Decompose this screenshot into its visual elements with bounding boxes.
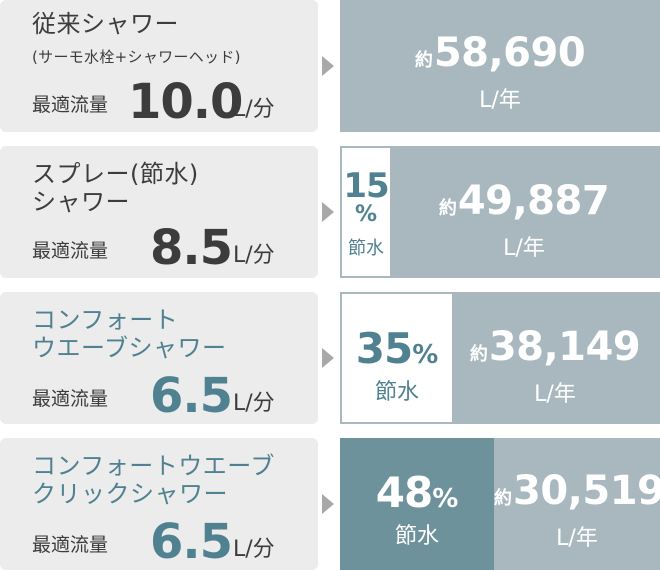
- saving-panel: 48% 節水: [340, 438, 494, 570]
- annual-value: 49,887: [457, 178, 610, 224]
- annual-amount: 約30,519: [494, 468, 660, 514]
- annual-value: 38,149: [488, 324, 641, 370]
- saving-number: 48: [375, 468, 433, 517]
- annual-usage-part: 約38,149 L/年: [452, 294, 658, 422]
- chevron-right-icon: [322, 202, 334, 222]
- annual-unit: L/年: [534, 382, 576, 407]
- percent-sign: %: [412, 340, 439, 370]
- flow-value: 6.5: [150, 514, 233, 570]
- shower-subtitle: (サーモ水栓+シャワーヘッド): [32, 48, 241, 66]
- annual-unit: L/年: [479, 88, 521, 113]
- saving-label: 節水: [374, 380, 419, 405]
- flow-unit: L/分: [233, 537, 275, 562]
- annual-usage-box: 約58,690 L/年: [340, 0, 660, 132]
- percent-sign: %: [354, 202, 378, 227]
- flow-label: 最適流量: [32, 534, 109, 556]
- flow-value: 8.5: [150, 220, 233, 276]
- shower-name-line1: スプレー(節水): [32, 160, 199, 188]
- annual-usage-box: 35% 節水 約38,149 L/年: [340, 292, 660, 424]
- shower-name-line2: ウエーブシャワー: [32, 334, 227, 362]
- shower-info-panel: コンフォートウエーブ クリックシャワー 最適流量 6.5 L/分: [0, 438, 318, 570]
- annual-amount: 約58,690: [340, 30, 660, 76]
- annual-amount: 約49,887: [390, 178, 658, 224]
- shower-info-panel: 従来シャワー (サーモ水栓+シャワーヘッド) 最適流量 10.0 L/分: [0, 0, 318, 132]
- approx-label: 約: [438, 198, 457, 219]
- chevron-right-icon: [322, 348, 334, 368]
- flow-unit: L/分: [233, 97, 275, 122]
- saving-number: 35: [355, 324, 413, 373]
- shower-name: 従来シャワー: [32, 10, 179, 38]
- flow-unit: L/分: [233, 391, 275, 416]
- annual-unit: L/年: [503, 236, 545, 261]
- annual-value: 30,519: [513, 468, 660, 514]
- percent-sign: %: [432, 484, 459, 514]
- saving-panel: 15 % 節水: [342, 148, 390, 276]
- saving-label: 節水: [348, 238, 384, 259]
- shower-name-line1: コンフォート: [32, 306, 179, 334]
- shower-info-panel: スプレー(節水) シャワー 最適流量 8.5 L/分: [0, 146, 318, 278]
- flow-value: 6.5: [150, 368, 233, 424]
- saving-panel: 35% 節水: [342, 294, 452, 422]
- annual-usage-part: 約30,519 L/年: [494, 438, 660, 570]
- saving-percent: 35%: [342, 324, 452, 373]
- shower-name-line2: シャワー: [32, 188, 130, 216]
- flow-label: 最適流量: [32, 240, 109, 262]
- chevron-right-icon: [322, 494, 334, 514]
- approx-label: 約: [494, 488, 512, 509]
- flow-unit: L/分: [233, 243, 275, 268]
- shower-name-line2: クリックシャワー: [32, 480, 228, 508]
- saving-number: 15: [343, 166, 389, 206]
- annual-amount: 約38,149: [452, 324, 658, 370]
- flow-label: 最適流量: [32, 388, 109, 410]
- annual-usage-box: 48% 節水 約30,519 L/年: [340, 438, 660, 570]
- shower-name-line1: コンフォートウエーブ: [32, 452, 275, 480]
- chevron-right-icon: [322, 56, 334, 76]
- approx-label: 約: [469, 344, 488, 365]
- flow-value: 10.0: [128, 74, 243, 130]
- approx-label: 約: [414, 50, 433, 71]
- annual-unit: L/年: [556, 526, 598, 551]
- saving-percent: 15: [342, 166, 390, 206]
- annual-value: 58,690: [433, 30, 586, 76]
- annual-usage-part: 約49,887 L/年: [390, 148, 658, 276]
- flow-label: 最適流量: [32, 94, 109, 116]
- shower-info-panel: コンフォート ウエーブシャワー 最適流量 6.5 L/分: [0, 292, 318, 424]
- saving-percent: 48%: [340, 468, 494, 517]
- annual-usage-box: 15 % 節水 約49,887 L/年: [340, 146, 660, 278]
- saving-label: 節水: [394, 524, 439, 549]
